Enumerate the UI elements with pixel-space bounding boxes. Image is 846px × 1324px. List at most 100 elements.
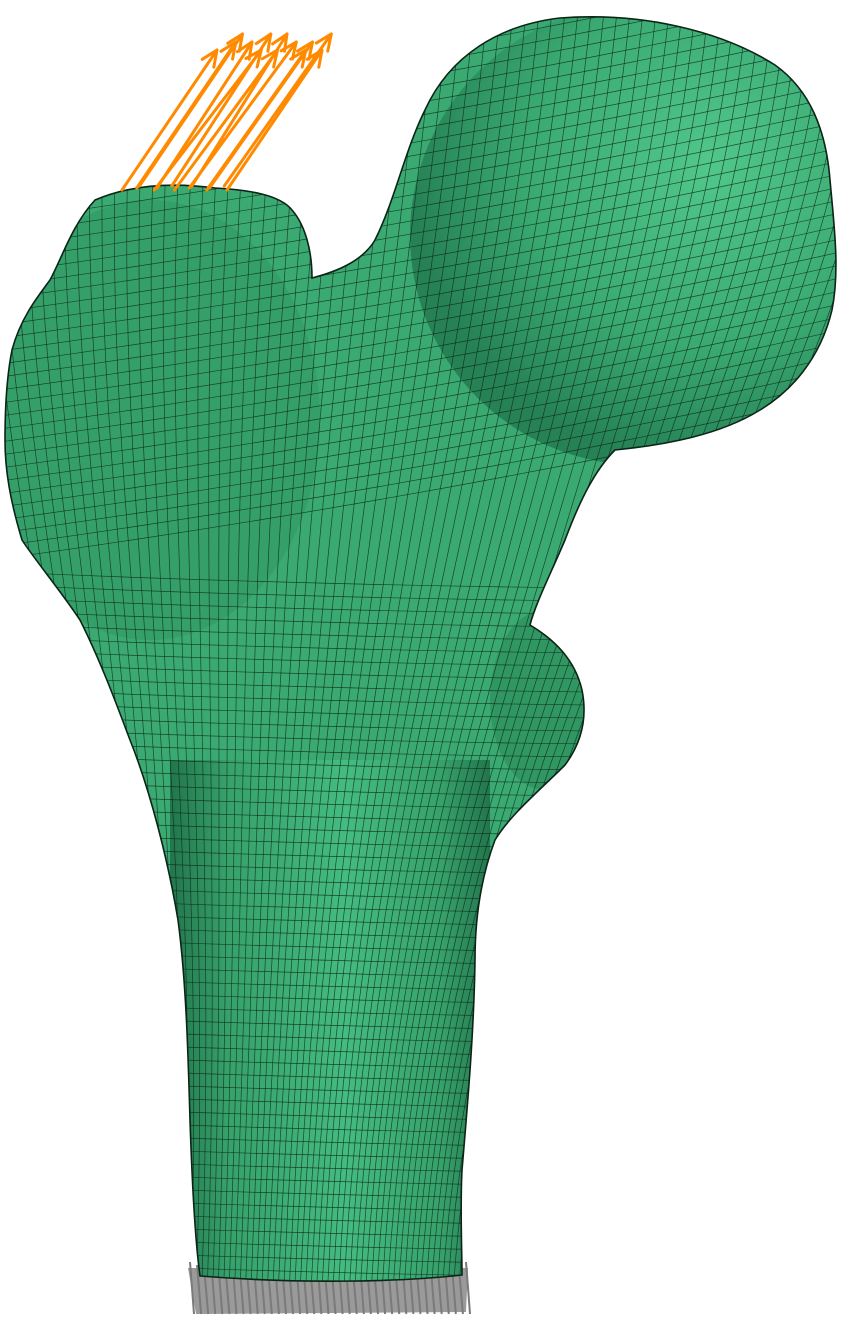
- support-marker: [196, 1264, 203, 1315]
- mesh-line: [5, 185, 836, 339]
- mesh-line: [5, 16, 88, 1282]
- load-arrow-head: [254, 32, 273, 53]
- support-marker: [189, 1261, 195, 1315]
- load-arrow-shaft: [208, 40, 314, 190]
- load-arrow-shaft: [120, 48, 219, 192]
- mesh-line: [5, 16, 28, 1282]
- mesh-line: [211, 16, 242, 1282]
- load-arrow: [208, 40, 314, 190]
- mesh-line: [391, 16, 671, 1282]
- mesh-line: [5, 16, 105, 1282]
- mesh-line: [292, 16, 437, 1282]
- mesh-line: [174, 16, 195, 1282]
- mesh-line: [5, 16, 60, 1282]
- load-arrow: [155, 40, 254, 190]
- load-arrow-shaft: [225, 48, 324, 192]
- mesh-line: [5, 16, 11, 1282]
- mesh-line: [5, 263, 836, 417]
- support-marker: [465, 1261, 471, 1315]
- mesh-line: [331, 16, 528, 1282]
- load-arrow-head: [296, 40, 314, 61]
- load-arrow-shaft: [138, 32, 244, 188]
- mesh-line: [5, 16, 66, 1282]
- mesh-line: [5, 94, 836, 248]
- mesh-line: [369, 16, 619, 1282]
- load-arrow-head: [314, 32, 333, 53]
- mesh-line: [5, 16, 6, 1282]
- load-arrow-head: [271, 32, 289, 53]
- mesh-line: [353, 16, 580, 1282]
- mesh-line: [363, 16, 606, 1282]
- mesh-line: [320, 16, 502, 1282]
- mesh-line: [5, 289, 836, 443]
- mesh-line: [5, 159, 836, 313]
- mesh-line: [5, 16, 94, 1282]
- mesh-line: [374, 16, 632, 1282]
- mesh-line: [314, 16, 489, 1282]
- mesh-line: [5, 68, 836, 222]
- mesh-line: [358, 16, 593, 1282]
- mesh-line: [5, 341, 836, 495]
- mesh-line: [5, 16, 49, 1282]
- load-arrow: [173, 48, 279, 192]
- mesh-line: [0, 1313, 846, 1324]
- mesh-line: [303, 16, 463, 1282]
- mesh-line: [5, 16, 110, 1282]
- mesh-line: [342, 16, 554, 1282]
- mesh-line: [336, 16, 541, 1282]
- mesh-line: [5, 211, 836, 365]
- mesh-line: [287, 16, 424, 1282]
- mesh-line: [5, 16, 44, 1282]
- load-arrow: [225, 48, 324, 192]
- mesh-line: [325, 16, 515, 1282]
- mesh-line: [205, 16, 229, 1282]
- mesh-line: [5, 133, 836, 287]
- load-arrow-head: [226, 32, 244, 53]
- mesh-line: [5, 16, 55, 1282]
- mesh-line: [5, 16, 71, 1282]
- mesh-line: [221, 16, 268, 1282]
- load-arrow-shaft: [222, 32, 333, 188]
- mesh-line: [197, 16, 216, 1282]
- load-arrow: [170, 32, 273, 188]
- mesh-line: [5, 120, 836, 274]
- mesh-line: [186, 16, 203, 1282]
- femur-outline: [4, 16, 837, 1282]
- load-arrow: [120, 48, 219, 192]
- load-arrow: [138, 32, 244, 188]
- mesh-line: [216, 16, 255, 1282]
- mesh-line: [385, 16, 658, 1282]
- mesh-line: [5, 81, 836, 235]
- mesh-line: [396, 16, 684, 1282]
- mesh-line: [5, 393, 836, 547]
- load-arrow-head: [305, 48, 324, 69]
- mesh-line: [5, 16, 39, 1282]
- mesh-line: [5, 16, 33, 1282]
- load-arrow-shaft: [155, 40, 254, 190]
- mesh-line: [5, 224, 836, 378]
- load-arrow: [190, 32, 289, 188]
- load-arrow-shaft: [173, 48, 279, 192]
- mesh-line: [5, 302, 836, 456]
- mesh-line: [309, 16, 476, 1282]
- mesh-line: [5, 367, 836, 521]
- load-arrow-shaft: [170, 32, 273, 188]
- mesh-line: [5, 16, 77, 1282]
- mesh-line: [380, 16, 645, 1282]
- load-arrow-head: [200, 48, 219, 69]
- mesh-line: [298, 16, 450, 1282]
- mesh-line: [5, 198, 836, 352]
- mesh-line: [402, 16, 697, 1282]
- mesh-line: [5, 146, 836, 300]
- load-arrows[interactable]: [120, 32, 333, 192]
- load-arrow-head: [235, 40, 254, 61]
- mesh-line: [5, 107, 836, 261]
- mesh-line: [5, 16, 836, 27]
- load-arrow: [222, 32, 333, 188]
- mesh-line: [347, 16, 567, 1282]
- mesh-line: [5, 250, 836, 404]
- mesh-line: [5, 16, 17, 1282]
- load-arrow-shaft: [190, 32, 289, 188]
